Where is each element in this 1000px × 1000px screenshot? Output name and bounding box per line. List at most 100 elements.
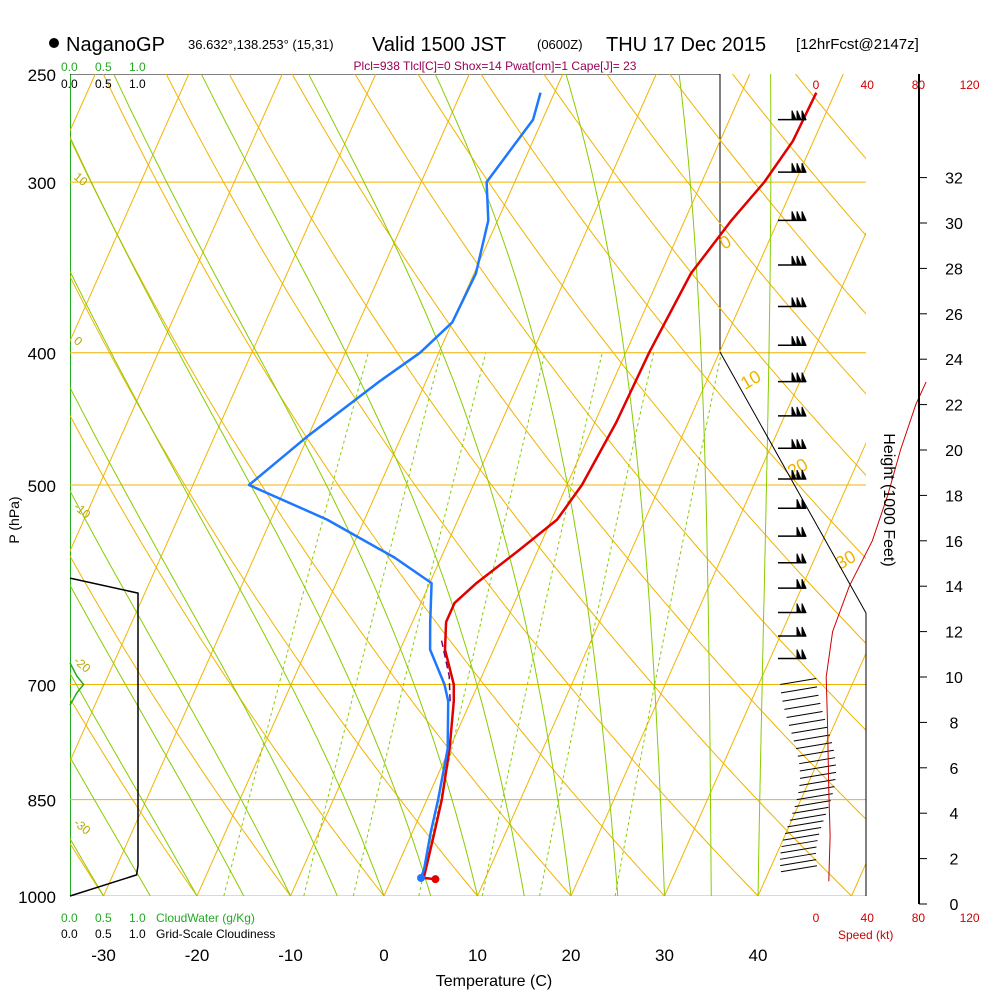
wind-barb-flag xyxy=(801,406,807,417)
moist-adiabat-line xyxy=(678,74,712,896)
cloudiness-profile xyxy=(69,577,139,897)
wind-barb-flag xyxy=(791,255,797,266)
isotherm-line xyxy=(851,862,866,896)
moist-adiabat-line xyxy=(70,584,245,896)
wind-barb-shaft xyxy=(780,865,818,873)
wind-barb-shaft xyxy=(779,852,817,860)
temperature-tick-30: 30 xyxy=(655,946,674,965)
height-tick-32: 32 xyxy=(945,171,963,188)
zulu-time: (0600Z) xyxy=(537,37,583,52)
moist-adiabat-line xyxy=(70,386,338,896)
cloudwater-scale-top-0: 0.0 xyxy=(61,60,78,74)
isotherm-line xyxy=(664,441,866,896)
wind-barb-shaft xyxy=(799,764,836,772)
dry-adiabat-line xyxy=(70,554,291,896)
dry-adiabat-line xyxy=(543,74,866,476)
wind-barb-flag xyxy=(801,255,807,266)
cloudiness-scale-top-1: 0.5 xyxy=(95,77,112,91)
cloudiness-legend-label: Grid-Scale Cloudiness xyxy=(156,927,275,941)
temperature-tick-10: 10 xyxy=(468,946,487,965)
temperature-tick--20: -20 xyxy=(185,946,210,965)
wind-barb-flag xyxy=(801,162,807,173)
height-tick-6: 6 xyxy=(950,761,959,778)
cloudwater-scale-top-1: 0.5 xyxy=(95,60,112,74)
cloudiness-scale-top-2: 1.0 xyxy=(129,77,146,91)
moist-adiabat-line xyxy=(757,74,772,896)
wind-barb-flag xyxy=(801,553,807,564)
valid-date: THU 17 Dec 2015 xyxy=(606,34,766,56)
wind-barb-flag xyxy=(796,499,802,509)
moist-adiabat-label: 0 xyxy=(71,334,85,349)
dry-adiabat-line xyxy=(165,74,759,896)
height-tick-22: 22 xyxy=(945,398,963,415)
isotherm-line xyxy=(0,74,2,896)
temperature-tick-20: 20 xyxy=(562,946,581,965)
mixing-ratio-label: 5 xyxy=(415,900,430,914)
wind-barb-flag xyxy=(796,553,802,564)
wind-barb-shaft xyxy=(789,813,826,821)
pressure-tick-1000: 1000 xyxy=(18,888,56,907)
moist-adiabat-label: 10 xyxy=(71,170,90,190)
wind-barb-flag xyxy=(801,603,807,614)
mixing-ratio-label: 3 xyxy=(351,900,366,914)
sounding-lines xyxy=(247,92,818,884)
wind-speed-tick-0: 0 xyxy=(813,78,820,92)
height-tick-4: 4 xyxy=(950,806,959,823)
y-axis-label: P (hPa) xyxy=(6,496,22,543)
height-axis-label: Height (1000 Feet) xyxy=(880,433,897,566)
temperature-tick--30: -30 xyxy=(91,946,116,965)
isotherm-line xyxy=(70,74,283,553)
mixing-ratio-label: 8 xyxy=(477,900,492,914)
pressure-tick-500: 500 xyxy=(28,477,56,496)
wind-barb-flag xyxy=(801,649,807,660)
wind-speed-tick-80: 80 xyxy=(912,911,926,925)
moist-adiabat-line xyxy=(113,74,478,896)
cloudiness-line xyxy=(69,577,139,897)
dry-adiabat-line xyxy=(354,74,866,731)
wind-barb-flag xyxy=(796,526,802,537)
dry-adiabat-line xyxy=(480,74,866,560)
wind-barb-shaft xyxy=(799,779,836,787)
wind-barb-flag xyxy=(796,110,802,121)
height-tick-8: 8 xyxy=(950,715,959,732)
wind-barb-shaft xyxy=(792,806,829,814)
height-tick-20: 20 xyxy=(945,443,963,460)
moist-adiabat-line xyxy=(565,74,665,896)
cloudwater-scale-1: 0.5 xyxy=(95,911,112,925)
height-tick-2: 2 xyxy=(950,852,959,869)
temperature-tick-labels: -30 -20 -10 0 10 20 30 40 xyxy=(91,946,767,965)
wind-barb-flag xyxy=(796,578,802,589)
moist-adiabat-line xyxy=(70,756,151,896)
temperature-tick-0: 0 xyxy=(379,946,388,965)
dry-adiabat-label: 0 xyxy=(716,231,735,253)
mixing-ratio-line xyxy=(614,352,722,896)
isotherm-line xyxy=(70,74,190,343)
dry-adiabat-line xyxy=(70,697,198,896)
height-tick-14: 14 xyxy=(945,579,963,596)
mixing-ratio-line xyxy=(352,352,487,896)
height-tick-0: 0 xyxy=(950,897,959,914)
wind-speed-axis-label: Speed (kt) xyxy=(838,928,893,942)
x-axis-label: Temperature (C) xyxy=(436,973,552,990)
dry-adiabat-line xyxy=(70,414,385,896)
height-tick-24: 24 xyxy=(945,352,963,369)
moist-adiabat-label: -30 xyxy=(71,816,94,838)
mixing-ratio-line xyxy=(303,352,442,896)
wind-barb-flag xyxy=(796,255,802,266)
dry-adiabat-line xyxy=(70,275,478,896)
plot-boundary xyxy=(719,351,867,896)
wind-barb-flag xyxy=(796,406,802,417)
wind-barb-flag xyxy=(791,406,797,417)
station-name: NaganoGP xyxy=(66,34,165,56)
wind-barb-flag xyxy=(801,626,807,637)
pressure-tick-400: 400 xyxy=(28,345,56,364)
height-tick-16: 16 xyxy=(945,534,963,551)
wind-barb-flag xyxy=(801,110,807,121)
mixing-ratio-line xyxy=(223,352,369,896)
isotherm-line xyxy=(290,74,657,896)
dewpoint-surface-point xyxy=(417,873,426,882)
wind-barb-flag xyxy=(796,439,802,449)
dry-adiabat-line xyxy=(291,74,866,820)
height-tick-26: 26 xyxy=(945,307,963,324)
